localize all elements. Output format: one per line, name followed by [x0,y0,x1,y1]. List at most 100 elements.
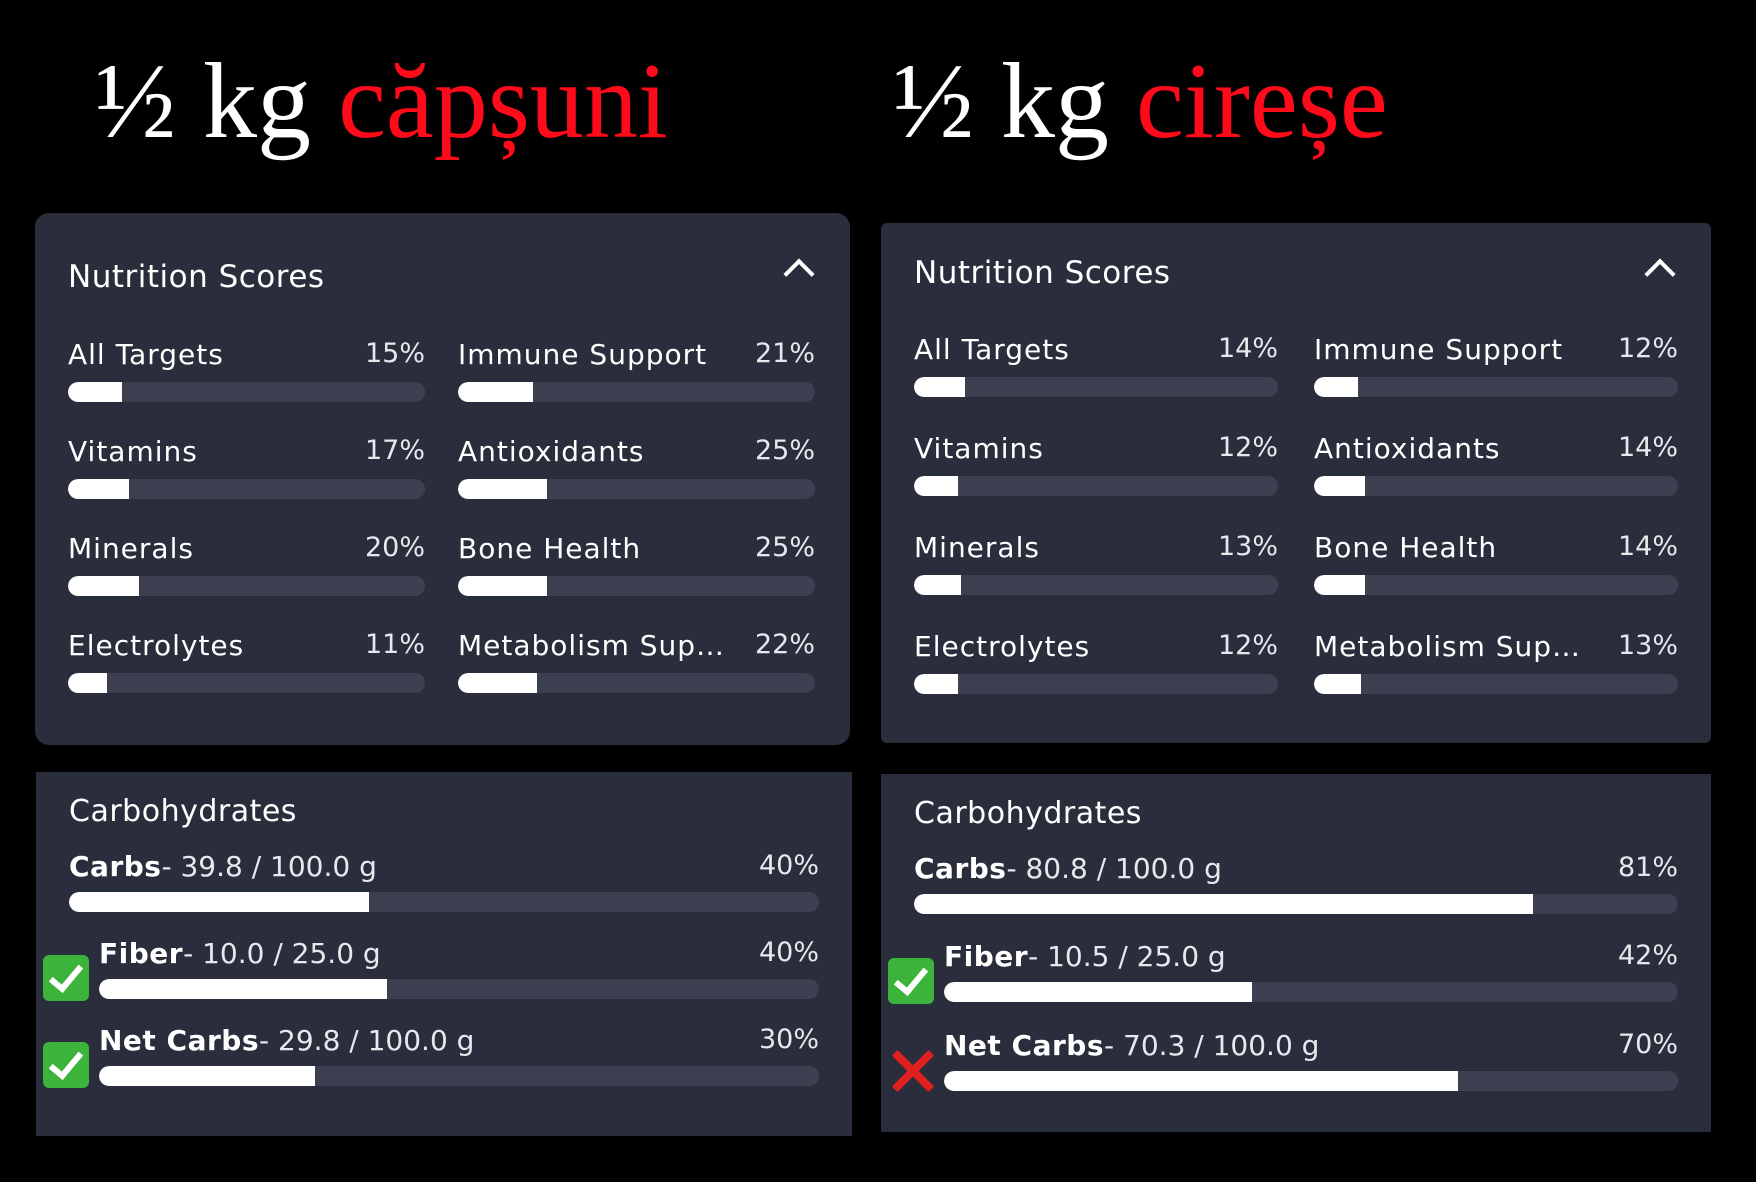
carb-row: Net Carbs- 29.8 / 100.0 g 30% [43,1024,819,1088]
score-item: Vitamins 17% [68,435,425,499]
score-percent: 25% [754,435,815,466]
carb-percent: 40% [758,937,819,968]
carb-percent: 40% [758,850,819,881]
score-percent: 14% [1617,432,1678,463]
score-percent: 11% [364,629,425,660]
progress-fill [99,979,387,999]
score-item: Metabolism Suppo… 13% [1314,630,1678,694]
carb-progress-bar [944,982,1678,1002]
score-percent: 21% [754,338,815,369]
score-label: All Targets [68,338,224,371]
carb-row: Fiber- 10.0 / 25.0 g 40% [43,937,819,1001]
progress-fill [1314,476,1365,496]
score-label: Electrolytes [68,629,245,662]
score-percent: 17% [364,435,425,466]
carb-percent: 30% [758,1024,819,1055]
score-item: Electrolytes 12% [914,630,1278,694]
panel-title: Carbohydrates [69,794,297,829]
panel-title: Carbohydrates [914,796,1142,831]
carb-name: Net Carbs [99,1024,260,1057]
page-title: ½ kg cireșe [893,48,1388,156]
carb-name: Fiber [99,937,184,970]
carb-name: Carbs [914,852,1007,885]
score-progress-bar [458,576,815,596]
score-percent: 15% [364,338,425,369]
carb-percent: 70% [1617,1029,1678,1060]
score-progress-bar [458,479,815,499]
progress-fill [458,576,548,596]
score-progress-bar [1314,674,1678,694]
score-progress-bar [458,673,815,693]
check-icon [43,1042,89,1088]
score-progress-bar [914,575,1278,595]
progress-fill [68,479,129,499]
progress-fill [1314,377,1358,397]
progress-fill [914,674,958,694]
score-label: Immune Support [458,338,708,371]
score-label: Vitamins [914,432,1044,465]
score-item: Bone Health 25% [458,532,815,596]
carb-progress-bar [69,892,819,912]
score-item: Immune Support 12% [1314,333,1678,397]
nutrition-scores-panel: Nutrition Scores All Targets 14% Immune Su… [881,223,1711,743]
page-title: ½ kg căpșuni [95,48,668,156]
progress-fill [69,892,369,912]
score-label: Minerals [914,531,1040,564]
title-fruit: căpșuni [338,42,668,161]
chevron-up-icon[interactable] [783,258,815,290]
carbohydrates-panel: Carbohydrates Carbs- 80.8 / 100.0 g 81% Fi… [881,774,1711,1132]
carb-label: Net Carbs- 29.8 / 100.0 g [99,1024,474,1057]
carb-percent: 81% [1617,852,1678,883]
score-item: Minerals 20% [68,532,425,596]
progress-fill [944,1071,1458,1091]
title-fraction: ½ [95,42,176,161]
score-percent: 22% [754,629,815,660]
carb-amount: - 10.0 / 25.0 g [183,937,381,970]
carb-row: Net Carbs- 70.3 / 100.0 g 70% [914,1029,1678,1091]
nutrition-scores-panel: Nutrition Scores All Targets 15% Immune Su… [35,213,850,745]
score-progress-bar [1314,575,1678,595]
score-percent: 25% [754,532,815,563]
column-cherries: ½ kg cireșe Nutrition Scores All Targets… [845,0,1711,1182]
score-item: Minerals 13% [914,531,1278,595]
score-progress-bar [68,576,425,596]
carb-name: Carbs [69,850,162,883]
score-item: Antioxidants 25% [458,435,815,499]
score-item: All Targets 14% [914,333,1278,397]
score-percent: 20% [364,532,425,563]
carbohydrates-panel: Carbohydrates Carbs- 39.8 / 100.0 g 40% Fi… [36,772,852,1136]
score-item: Vitamins 12% [914,432,1278,496]
carb-label: Carbs- 39.8 / 100.0 g [69,850,377,883]
score-label: Metabolism Supp… [458,629,738,662]
score-label: Antioxidants [1314,432,1501,465]
score-percent: 12% [1217,630,1278,661]
carb-row: Carbs- 80.8 / 100.0 g 81% [914,852,1678,914]
carb-amount: - 29.8 / 100.0 g [259,1024,475,1057]
progress-fill [68,673,108,693]
score-label: Vitamins [68,435,198,468]
carb-name: Net Carbs [944,1029,1105,1062]
check-icon [888,958,934,1004]
chevron-up-icon[interactable] [1644,258,1676,290]
carb-progress-bar [99,1066,819,1086]
score-progress-bar [914,377,1278,397]
carb-label: Carbs- 80.8 / 100.0 g [914,852,1222,885]
column-strawberries: ½ kg căpșuni Nutrition Scores All Target… [0,0,852,1182]
score-item: All Targets 15% [68,338,425,402]
carb-row: Carbs- 39.8 / 100.0 g 40% [69,850,819,912]
score-label: Minerals [68,532,194,565]
score-percent: 12% [1617,333,1678,364]
score-progress-bar [1314,377,1678,397]
carb-row: Fiber- 10.5 / 25.0 g 42% [888,940,1678,1004]
score-label: Bone Health [1314,531,1498,564]
panel-title: Nutrition Scores [914,255,1171,291]
title-unit: kg [203,42,311,161]
score-label: Immune Support [1314,333,1564,366]
score-progress-bar [914,476,1278,496]
progress-fill [914,476,958,496]
progress-fill [914,575,962,595]
score-progress-bar [914,674,1278,694]
progress-fill [944,982,1253,1002]
progress-fill [914,377,965,397]
carb-label: Fiber- 10.5 / 25.0 g [944,940,1226,973]
